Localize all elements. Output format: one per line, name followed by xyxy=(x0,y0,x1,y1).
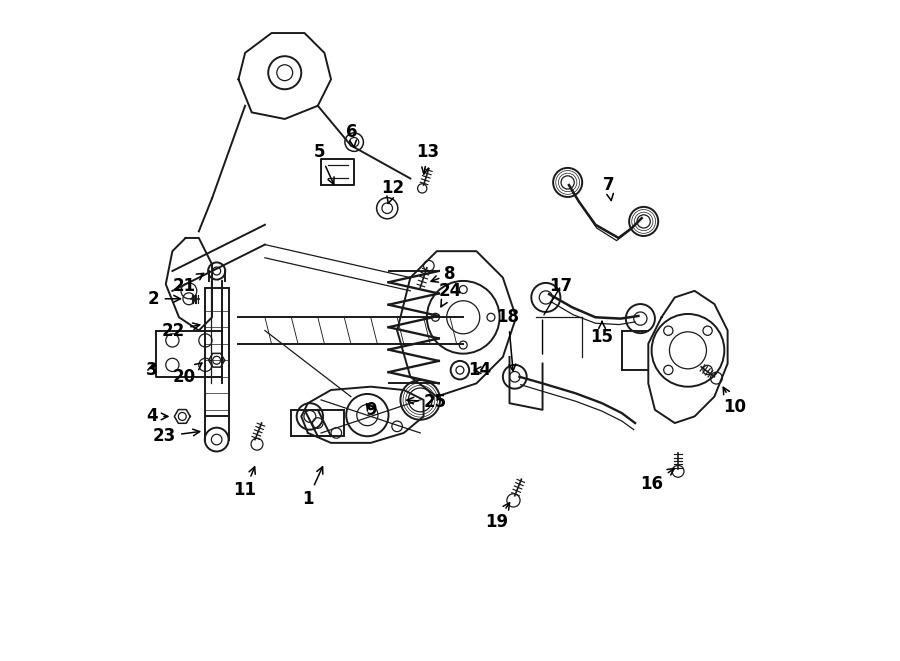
Text: 18: 18 xyxy=(497,308,519,371)
Text: 20: 20 xyxy=(173,363,202,386)
Text: 22: 22 xyxy=(162,321,200,340)
Text: 13: 13 xyxy=(417,143,440,174)
Bar xyxy=(205,288,229,416)
Text: 17: 17 xyxy=(550,276,572,295)
Text: 1: 1 xyxy=(302,467,323,508)
Text: 10: 10 xyxy=(723,387,746,416)
Text: 9: 9 xyxy=(364,401,376,419)
Text: 24: 24 xyxy=(438,282,462,307)
Text: 7: 7 xyxy=(603,176,615,200)
Text: 23: 23 xyxy=(153,427,200,446)
Text: 19: 19 xyxy=(485,503,509,531)
Text: 12: 12 xyxy=(381,179,404,204)
Text: 2: 2 xyxy=(148,290,181,308)
Text: 5: 5 xyxy=(313,143,334,184)
Text: 25: 25 xyxy=(407,393,447,411)
Text: 3: 3 xyxy=(146,361,157,379)
Text: 16: 16 xyxy=(640,469,674,493)
Text: 8: 8 xyxy=(431,265,455,284)
Text: 11: 11 xyxy=(234,467,256,500)
Text: 21: 21 xyxy=(173,274,203,295)
Text: 15: 15 xyxy=(590,322,614,346)
Text: 14: 14 xyxy=(468,361,491,379)
Text: 4: 4 xyxy=(147,407,168,426)
Text: 6: 6 xyxy=(346,123,358,147)
